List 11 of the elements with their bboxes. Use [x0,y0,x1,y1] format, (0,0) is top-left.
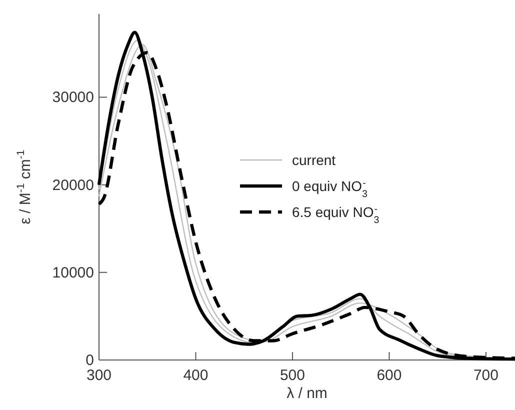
y-tick-label: 30000 [52,89,94,106]
x-tick-label: 300 [86,367,112,384]
x-axis-title: λ / nm [286,385,328,402]
y-tick-label: 0 [86,352,94,369]
legend-label: current [292,152,336,168]
x-tick-label: 500 [280,367,306,384]
y-tick-label: 20000 [52,176,94,194]
x-tick-label: 700 [473,367,498,384]
x-tick-label: 400 [183,367,208,384]
y-tick-label: 10000 [52,264,94,282]
x-tick-label: 600 [376,367,402,384]
